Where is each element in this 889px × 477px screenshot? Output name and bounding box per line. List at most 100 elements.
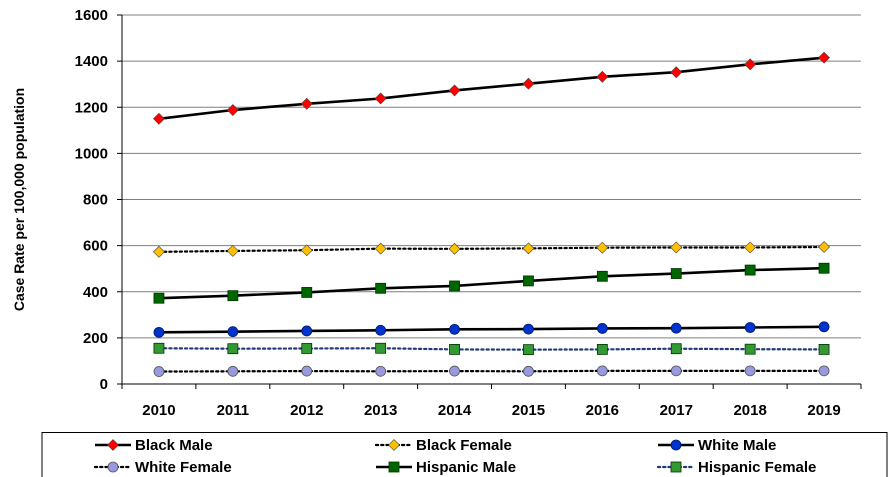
x-tick-labels: 2010 2011 2012 2013 2014 2015 2016 2017 2018 2019 bbox=[142, 402, 840, 419]
data-point-white-male bbox=[523, 323, 534, 335]
data-point-black-male bbox=[522, 77, 535, 90]
data-point-hispanic-female bbox=[670, 343, 682, 355]
data-point-black-female bbox=[818, 241, 830, 253]
legend-label: Black Male bbox=[135, 437, 213, 454]
data-point-black-male bbox=[448, 84, 461, 97]
data-point-black-female bbox=[226, 245, 239, 257]
data-point-black-male bbox=[670, 66, 683, 79]
data-point-white-male bbox=[153, 326, 165, 338]
data-point-black-female bbox=[744, 241, 757, 254]
gridlines bbox=[117, 14, 861, 385]
legend-label: White Male bbox=[698, 437, 776, 454]
x-tick-label: 2014 bbox=[438, 402, 472, 419]
legend-item-hispanic-female: Hispanic Female bbox=[656, 459, 816, 476]
legend-marker bbox=[388, 439, 400, 451]
data-point-white-female bbox=[227, 365, 239, 377]
data-point-black-male bbox=[153, 112, 165, 125]
y-tick-labels: 0 200 400 600 800 1000 1200 1400 1600 bbox=[75, 7, 108, 393]
x-tick-label: 2011 bbox=[217, 402, 250, 419]
data-point-black-male bbox=[744, 58, 757, 71]
data-point-white-female bbox=[670, 365, 682, 377]
data-point-hispanic-female bbox=[301, 343, 313, 354]
y-axis-label: Case Rate per 100,000 population bbox=[11, 88, 27, 311]
y-tick-label: 0 bbox=[100, 376, 108, 393]
data-point-black-female bbox=[596, 241, 609, 254]
y-tick-label: 1200 bbox=[75, 99, 108, 116]
data-point-black-male bbox=[226, 104, 239, 116]
y-tick-label: 1400 bbox=[75, 53, 108, 70]
x-tick-label: 2016 bbox=[586, 402, 619, 419]
legend-marker bbox=[670, 461, 682, 473]
data-point-hispanic-male bbox=[301, 287, 313, 298]
data-point-white-female bbox=[301, 365, 313, 377]
legend-box bbox=[41, 432, 888, 477]
data-point-black-female bbox=[522, 242, 535, 255]
data-point-hispanic-male bbox=[153, 292, 165, 304]
data-point-hispanic-male bbox=[744, 264, 756, 276]
y-tick-label: 400 bbox=[83, 284, 108, 301]
x-tick-label: 2017 bbox=[660, 402, 693, 419]
data-point-hispanic-female bbox=[375, 342, 387, 354]
legend-marker bbox=[107, 461, 119, 473]
series-line-white-female bbox=[157, 369, 826, 373]
x-tick-label: 2015 bbox=[512, 402, 545, 419]
data-point-hispanic-female bbox=[596, 344, 608, 355]
legend-marker bbox=[388, 461, 400, 473]
data-point-hispanic-male bbox=[449, 280, 460, 292]
data-point-hispanic-female bbox=[818, 344, 830, 355]
data-point-white-male bbox=[449, 323, 460, 335]
series-line-black-female bbox=[157, 245, 826, 253]
legend-marker bbox=[107, 439, 119, 451]
data-point-hispanic-female bbox=[153, 342, 165, 354]
x-tick-label: 2013 bbox=[364, 402, 397, 419]
series-white-male bbox=[153, 321, 830, 338]
y-tick-label: 800 bbox=[83, 192, 108, 209]
data-point-white-female bbox=[596, 365, 608, 377]
legend-item-white-female: White Female bbox=[93, 459, 232, 476]
legend-marker bbox=[670, 439, 682, 451]
data-point-white-female bbox=[523, 365, 534, 377]
data-point-white-female bbox=[375, 365, 387, 377]
axes bbox=[121, 15, 862, 389]
series-line-hispanic-male bbox=[158, 266, 825, 300]
legend-label: Hispanic Male bbox=[416, 459, 516, 476]
data-point-hispanic-female bbox=[449, 344, 460, 355]
data-point-hispanic-female bbox=[227, 343, 239, 355]
data-point-black-male bbox=[818, 51, 830, 64]
data-point-black-male bbox=[596, 70, 609, 83]
y-tick-label: 600 bbox=[83, 238, 108, 255]
data-point-white-male bbox=[375, 324, 387, 336]
x-tick-label: 2019 bbox=[807, 402, 840, 419]
legend-label: White Female bbox=[135, 459, 232, 476]
x-tick-label: 2018 bbox=[733, 402, 766, 419]
series-group bbox=[153, 51, 830, 377]
data-point-black-male bbox=[300, 97, 313, 110]
x-tick-label: 2010 bbox=[142, 402, 175, 419]
data-point-hispanic-male bbox=[818, 262, 830, 274]
legend-item-black-female: Black Female bbox=[374, 437, 512, 454]
series-black-female bbox=[153, 241, 830, 258]
legend-item-white-male: White Male bbox=[658, 437, 776, 454]
data-point-white-female bbox=[744, 365, 756, 377]
legend-item-black-male: Black Male bbox=[95, 437, 213, 454]
y-tick-label: 1000 bbox=[75, 145, 108, 162]
series-black-male bbox=[153, 51, 830, 125]
data-point-white-female bbox=[153, 366, 165, 377]
data-point-hispanic-male bbox=[596, 270, 608, 282]
series-line-black-male bbox=[158, 56, 825, 121]
y-tick-label: 1600 bbox=[75, 7, 108, 24]
series-hispanic-female bbox=[153, 342, 830, 356]
data-point-white-male bbox=[744, 322, 756, 333]
data-point-black-female bbox=[300, 244, 313, 257]
y-tick-label: 200 bbox=[83, 330, 108, 347]
data-point-hispanic-female bbox=[744, 343, 756, 355]
data-point-black-female bbox=[374, 242, 387, 255]
data-point-black-female bbox=[448, 242, 461, 255]
legend-label: Hispanic Female bbox=[698, 459, 816, 476]
data-point-white-male bbox=[818, 321, 830, 333]
data-point-white-male bbox=[670, 322, 682, 334]
legend-label: Black Female bbox=[416, 437, 512, 454]
data-point-white-male bbox=[227, 326, 239, 338]
series-line-hispanic-female bbox=[157, 347, 826, 351]
